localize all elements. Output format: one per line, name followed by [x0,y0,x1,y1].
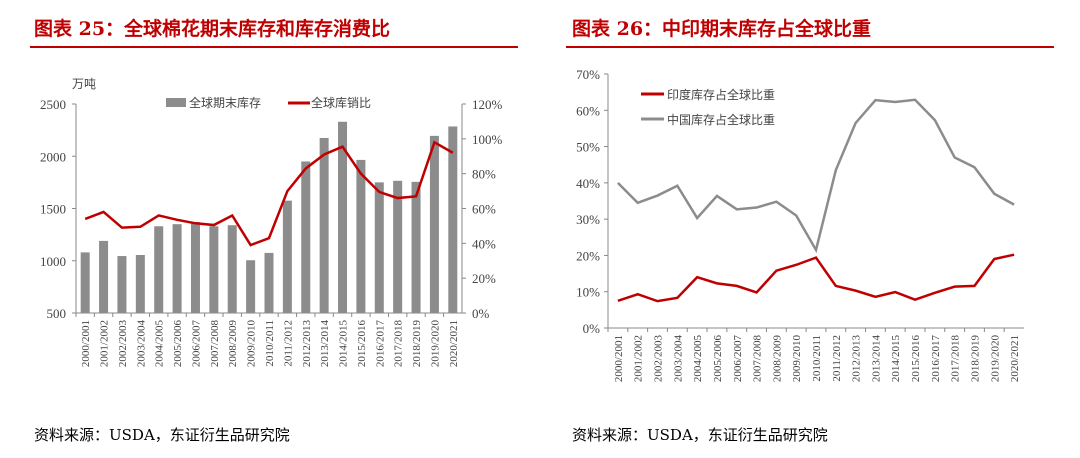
x-tick-label: 2018/2019 [411,320,423,368]
bar [393,180,403,313]
y-tick-label: 1000 [40,254,66,269]
x-tick-label: 2010/2011 [811,335,823,382]
x-tick-label: 2014/2015 [338,320,350,368]
x-tick-label: 2004/2005 [692,335,704,383]
x-tick-label: 2020/2021 [448,320,460,367]
x-tick-label: 2016/2017 [930,335,942,383]
x-tick-label: 2013/2014 [870,335,882,383]
x-tick-label: 2019/2020 [989,335,1001,383]
x-tick-label: 2003/2004 [672,335,684,383]
x-tick-label: 2002/2003 [117,320,129,368]
x-tick-label: 2000/2001 [80,320,92,367]
y-tick-label: 20% [576,248,600,263]
x-tick-label: 2001/2002 [633,335,645,382]
x-tick-label: 2009/2010 [791,335,803,383]
x-tick-label: 2014/2015 [890,335,902,383]
left-source: 资料来源：USDA，东证衍生品研究院 [34,426,290,444]
x-tick-label: 2009/2010 [246,320,258,368]
ratio-line [84,140,454,247]
bar [172,224,182,313]
y-unit-label: 万吨 [72,77,96,91]
y2-tick-label: 0% [472,306,490,321]
legend-bar-label: 全球期末库存 [189,95,261,110]
bar [301,161,311,313]
x-tick-label: 2013/2014 [319,320,331,368]
x-tick-label: 2019/2020 [429,320,441,368]
x-tick-label: 2016/2017 [374,320,386,368]
y2-tick-label: 60% [472,202,496,217]
x-tick-label: 2018/2019 [969,335,981,383]
legend-line-label: 全球库销比 [311,95,371,110]
y-tick-label: 30% [576,212,600,227]
x-tick-label: 2020/2021 [1009,335,1021,382]
x-tick-label: 2015/2016 [910,335,922,383]
x-tick-label: 2002/2003 [653,335,665,383]
x-tick-label: 2005/2006 [712,335,724,383]
bar [190,222,200,313]
y2-tick-label: 80% [472,167,496,182]
india-share-line [617,253,1015,303]
x-tick-label: 2007/2008 [209,320,221,368]
x-tick-label: 2008/2009 [227,320,239,368]
x-tick-label: 2006/2007 [732,335,744,383]
y-tick-label: 70% [576,67,600,82]
x-tick-label: 2001/2002 [99,320,111,367]
bar [338,121,348,313]
x-tick-label: 2003/2004 [135,320,147,368]
bar [448,126,458,313]
x-tick-label: 2008/2009 [771,335,783,383]
y-tick-label: 2000 [40,149,66,164]
x-tick-label: 2012/2013 [301,320,313,368]
y2-tick-label: 100% [472,132,503,147]
legend-bar-swatch [166,98,186,107]
y-tick-label: 60% [576,103,600,118]
bar [374,182,384,313]
bar [117,256,127,313]
bar [264,252,274,313]
x-tick-label: 2006/2007 [190,320,202,368]
china-share-line [617,98,1015,254]
y-tick-label: 0% [583,321,601,336]
y-tick-label: 50% [576,140,600,155]
bar [356,159,366,313]
x-tick-label: 2000/2001 [613,335,625,382]
x-tick-label: 2011/2012 [282,320,294,367]
y-tick-label: 2500 [40,97,66,112]
bar [80,252,90,313]
y2-tick-label: 20% [472,271,496,286]
y2-tick-label: 120% [472,97,503,112]
x-tick-label: 2010/2011 [264,320,276,367]
bar [154,226,164,313]
bar [411,181,421,313]
y-tick-label: 40% [576,176,600,191]
x-tick-label: 2012/2013 [851,335,863,383]
bar [429,135,439,313]
x-tick-label: 2017/2018 [393,320,405,368]
x-tick-label: 2011/2012 [831,335,843,382]
legend-label: 中国库存占全球比重 [667,112,775,127]
x-tick-label: 2004/2005 [154,320,166,368]
right-source: 资料来源：USDA，东证衍生品研究院 [572,426,828,444]
right-chart-title: 图表 26：中印期末库存占全球比重 [572,18,872,40]
bar [135,255,145,313]
left-chart-title: 图表 25：全球棉花期末库存和库存消费比 [34,18,391,40]
y-tick-label: 10% [576,285,600,300]
right-title-rule [566,46,1054,48]
left-title-rule [30,46,518,48]
bar [99,240,109,313]
bar [282,200,292,313]
bar [319,137,329,313]
y2-tick-label: 40% [472,236,496,251]
bar [209,226,219,313]
legend-label: 印度库存占全球比重 [667,87,775,102]
x-tick-label: 2007/2008 [752,335,764,383]
y-tick-label: 500 [47,306,67,321]
bar [227,225,237,313]
x-tick-label: 2005/2006 [172,320,184,368]
y-tick-label: 1500 [40,202,66,217]
bar [246,260,256,313]
x-tick-label: 2017/2018 [950,335,962,383]
x-tick-label: 2015/2016 [356,320,368,368]
